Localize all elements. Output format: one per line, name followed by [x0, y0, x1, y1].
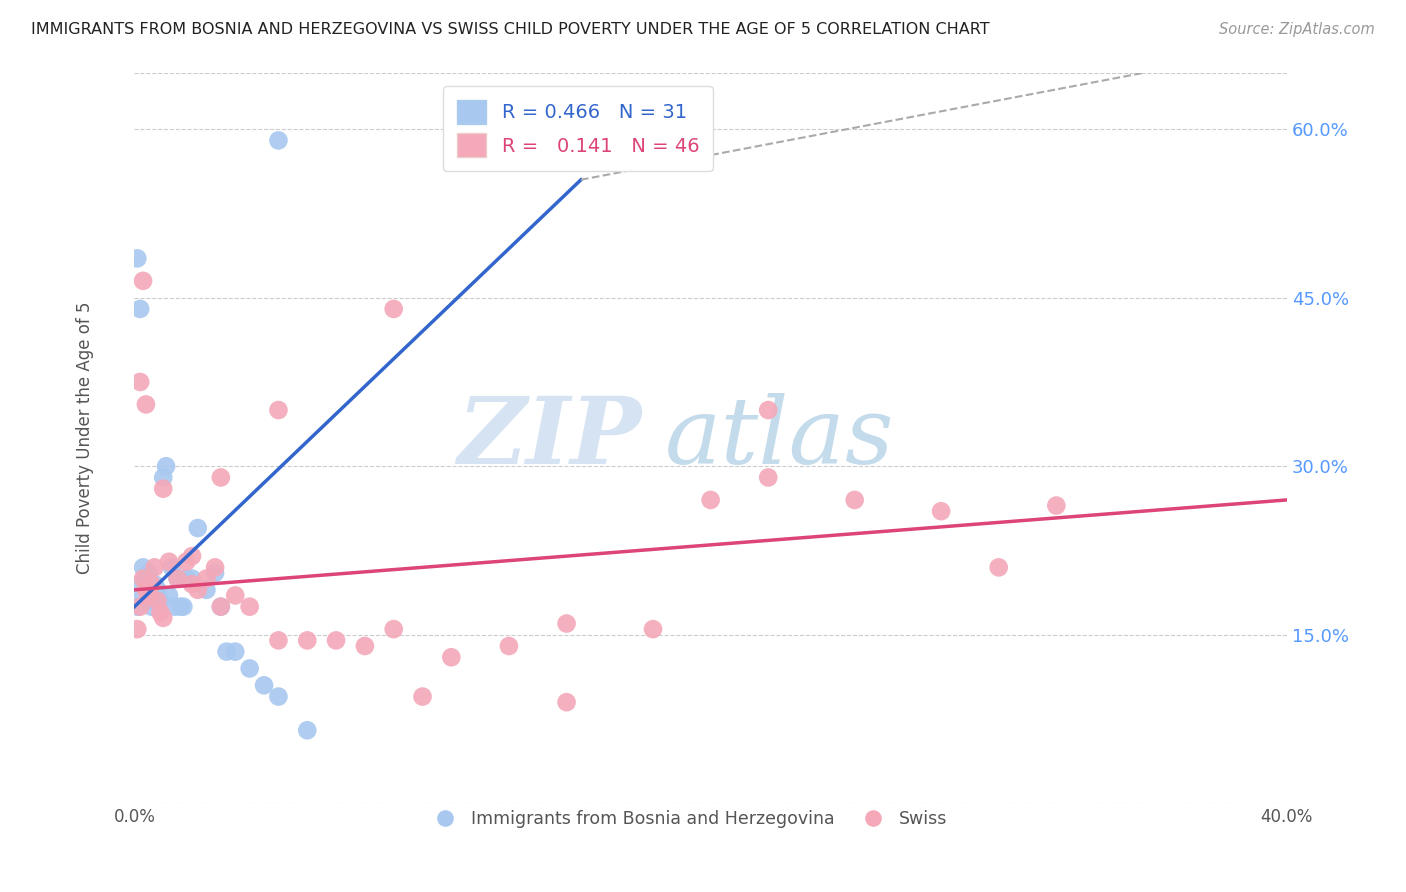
Point — [267, 403, 290, 417]
Point — [1045, 499, 1067, 513]
Text: ZIP: ZIP — [457, 393, 641, 483]
Point — [641, 622, 664, 636]
Point — [127, 252, 149, 266]
Text: atlas: atlas — [665, 393, 894, 483]
Point — [209, 599, 232, 614]
Point — [127, 622, 149, 636]
Point — [382, 622, 405, 636]
Point — [146, 582, 169, 597]
Point — [149, 605, 172, 619]
Point — [172, 599, 194, 614]
Point — [143, 560, 166, 574]
Point — [138, 566, 160, 580]
Point — [699, 492, 721, 507]
Point — [174, 555, 197, 569]
Point — [224, 645, 246, 659]
Point — [135, 582, 157, 597]
Point — [174, 572, 197, 586]
Point — [141, 577, 163, 591]
Point — [169, 599, 191, 614]
Point — [187, 521, 209, 535]
Point — [412, 690, 434, 704]
Point — [253, 678, 276, 692]
Point — [239, 661, 262, 675]
Text: Child Poverty Under the Age of 5: Child Poverty Under the Age of 5 — [76, 301, 94, 574]
Point — [135, 397, 157, 411]
Point — [155, 459, 177, 474]
Point — [129, 375, 152, 389]
Point — [152, 611, 174, 625]
Point — [157, 555, 180, 569]
Point — [209, 599, 232, 614]
Point — [187, 582, 209, 597]
Point — [239, 599, 262, 614]
Point — [166, 572, 188, 586]
Point — [146, 594, 169, 608]
Point — [555, 616, 578, 631]
Point — [152, 470, 174, 484]
Point — [224, 589, 246, 603]
Point — [325, 633, 347, 648]
Point — [157, 589, 180, 603]
Point — [382, 301, 405, 316]
Point — [195, 572, 218, 586]
Point — [152, 482, 174, 496]
Point — [135, 572, 157, 586]
Point — [555, 695, 578, 709]
Point — [141, 599, 163, 614]
Point — [127, 599, 149, 614]
Point — [138, 594, 160, 608]
Point — [440, 650, 463, 665]
Point — [267, 690, 290, 704]
Point — [181, 577, 204, 591]
Point — [929, 504, 952, 518]
Point — [132, 274, 155, 288]
Point — [354, 639, 377, 653]
Point — [267, 633, 290, 648]
Point — [149, 594, 172, 608]
Point — [160, 560, 183, 574]
Point — [204, 560, 226, 574]
Point — [195, 582, 218, 597]
Point — [204, 566, 226, 580]
Point — [756, 470, 779, 484]
Point — [756, 403, 779, 417]
Point — [267, 133, 290, 147]
Point — [297, 633, 319, 648]
Point — [844, 492, 866, 507]
Point — [132, 589, 155, 603]
Point — [498, 639, 520, 653]
Point — [987, 560, 1010, 574]
Point — [138, 589, 160, 603]
Text: Source: ZipAtlas.com: Source: ZipAtlas.com — [1219, 22, 1375, 37]
Point — [297, 723, 319, 738]
Point — [181, 572, 204, 586]
Point — [129, 301, 152, 316]
Point — [163, 599, 186, 614]
Legend: Immigrants from Bosnia and Herzegovina, Swiss: Immigrants from Bosnia and Herzegovina, … — [420, 803, 955, 835]
Point — [166, 572, 188, 586]
Point — [132, 560, 155, 574]
Point — [143, 577, 166, 591]
Point — [129, 577, 152, 591]
Point — [215, 645, 238, 659]
Point — [129, 599, 152, 614]
Point — [209, 470, 232, 484]
Point — [132, 572, 155, 586]
Text: IMMIGRANTS FROM BOSNIA AND HERZEGOVINA VS SWISS CHILD POVERTY UNDER THE AGE OF 5: IMMIGRANTS FROM BOSNIA AND HERZEGOVINA V… — [31, 22, 990, 37]
Point — [181, 549, 204, 563]
